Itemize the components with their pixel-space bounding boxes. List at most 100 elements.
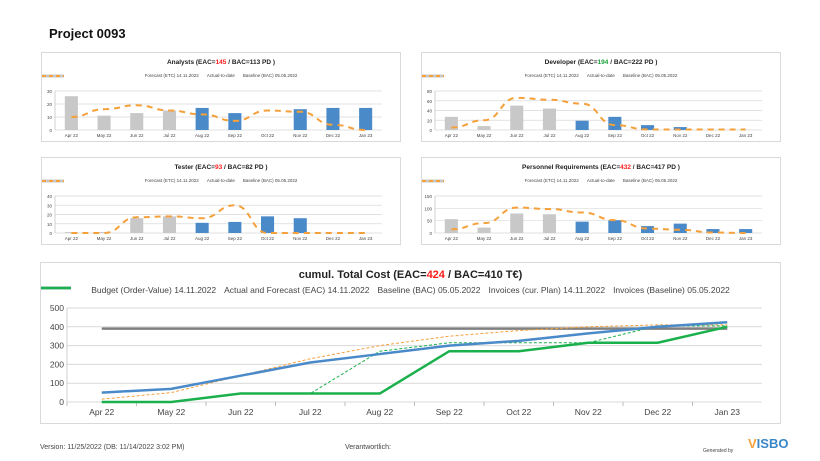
x-tick-label: Oct 22	[261, 236, 275, 241]
forecast-bar	[261, 216, 275, 233]
forecast-bar	[706, 229, 720, 233]
visbo-logo: VISBO	[748, 436, 789, 451]
forecast-bar	[575, 120, 589, 130]
forecast-bar	[293, 218, 307, 233]
x-tick-label: Jul 22	[543, 133, 556, 138]
title-prefix: Developer (EAC=	[544, 59, 598, 66]
actual-bar	[97, 115, 111, 130]
tester-chart: Tester (EAC=93 / BAC=82 PD ) Forecast (ET…	[41, 157, 401, 245]
x-tick-label: Apr 22	[65, 133, 79, 138]
responsible-label: Verantwortlich:	[345, 444, 391, 451]
y-tick-label: 20	[47, 213, 53, 218]
actual-bar	[130, 113, 144, 130]
y-tick-label: 60	[427, 99, 433, 104]
x-tick-label: Nov 22	[673, 236, 688, 241]
y-tick-label: 0	[429, 231, 432, 236]
y-tick-label: 10	[47, 115, 53, 120]
x-tick-label: Jun 22	[510, 133, 524, 138]
chart-title: Personnel Requirements (EAC=432 / BAC=41…	[422, 164, 780, 171]
forecast-bar	[739, 229, 753, 233]
x-tick-label: Oct 22	[641, 236, 655, 241]
actual-bar	[162, 110, 176, 130]
y-tick-label: 150	[424, 194, 432, 199]
y-tick-label: 40	[427, 109, 433, 114]
y-tick-label: 80	[427, 89, 433, 94]
y-tick-label: 400	[50, 322, 64, 332]
x-tick-label: Nov 22	[673, 133, 688, 138]
actual-bar	[444, 219, 458, 233]
page-title: Project 0093	[49, 26, 126, 41]
x-tick-label: Dec 22	[326, 133, 341, 138]
forecast-bar	[293, 109, 307, 130]
x-tick-label: Dec 22	[706, 236, 721, 241]
y-tick-label: 0	[49, 231, 52, 236]
baseline-line	[451, 206, 746, 234]
actual-bar	[542, 108, 556, 130]
baseline-line	[451, 96, 746, 131]
title-prefix: Personnel Requirements (EAC=	[522, 164, 621, 171]
y-tick-label: 20	[47, 102, 53, 107]
x-tick-label: Dec 22	[326, 236, 341, 241]
legend-label: Forecast (ETC) 14.11.2022	[144, 178, 199, 183]
y-tick-label: 10	[47, 222, 53, 227]
baseline-line	[101, 324, 728, 400]
legend-label: Actual-to-date	[586, 73, 615, 78]
actual-bar	[510, 213, 524, 233]
x-tick-label: Jan 23	[739, 133, 753, 138]
forecast-bar	[195, 107, 209, 130]
x-tick-label: Aug 22	[366, 407, 393, 417]
actual-bar	[477, 126, 491, 130]
x-tick-label: Jun 22	[130, 236, 144, 241]
legend-label: Baseline (BAC) 05.05.2022	[622, 178, 678, 183]
forecast-bar	[575, 221, 589, 233]
legend-label: Actual and Forecast (EAC) 14.11.2022	[224, 285, 370, 295]
chart-title: cumul. Total Cost (EAC=424 / BAC=410 T€)	[41, 269, 780, 281]
forecast-bar	[228, 221, 242, 233]
eac-value: 194	[597, 59, 609, 66]
forecast-bar	[673, 223, 687, 233]
x-tick-label: Jun 22	[510, 236, 524, 241]
plot-area: 0 50 100 150 Apr 22 May 22 Jun 22 Jul 22 Aug 22 S…	[424, 194, 762, 241]
y-tick-label: 0	[59, 397, 64, 407]
x-tick-label: Jun 22	[130, 133, 144, 138]
x-tick-label: Oct 22	[506, 407, 531, 417]
x-tick-label: Jul 22	[299, 407, 322, 417]
title-suffix: / BAC=222 PD )	[608, 59, 658, 66]
y-tick-label: 200	[50, 359, 64, 369]
y-tick-label: 30	[47, 203, 53, 208]
analysts-chart: Analysts (EAC=145 / BAC=113 PD ) Forecast…	[41, 52, 401, 142]
developer-chart: Developer (EAC=194 / BAC=222 PD ) Forecas…	[421, 52, 781, 142]
actual-bar	[130, 218, 144, 233]
y-tick-label: 100	[50, 378, 64, 388]
legend-label: Invoices (cur. Plan) 14.11.2022	[488, 285, 606, 295]
legend-label: Forecast (ETC) 14.11.2022	[524, 73, 579, 78]
legend-swatch	[422, 75, 444, 77]
legend-item: Baseline (BAC) 05.05.2022	[422, 73, 677, 78]
legend-label: Budget (Order-Value) 14.11.2022	[91, 285, 217, 295]
generated-by-text: Generated by	[703, 448, 734, 454]
legend-item: Baseline (BAC) 05.05.2022	[42, 73, 297, 78]
x-tick-label: Aug 22	[195, 236, 210, 241]
y-tick-label: 300	[50, 341, 64, 351]
baseline-line	[71, 204, 366, 234]
actual-bar	[542, 214, 556, 233]
title-prefix: Tester (EAC=	[174, 164, 215, 171]
x-tick-label: Aug 22	[195, 133, 210, 138]
x-tick-label: Apr 22	[445, 236, 459, 241]
legend-label: Baseline (BAC) 05.05.2022	[242, 178, 298, 183]
x-tick-label: Jan 23	[359, 236, 373, 241]
x-tick-label: Sep 22	[228, 133, 243, 138]
title-suffix: / BAC=113 PD )	[226, 59, 276, 66]
forecast-bar	[608, 116, 622, 130]
x-tick-label: Apr 22	[65, 236, 79, 241]
x-tick-label: Jan 23	[359, 133, 373, 138]
legend-swatch	[422, 180, 444, 182]
y-tick-label: 500	[50, 303, 64, 313]
forecast-bar	[608, 220, 622, 233]
legend-swatch	[42, 75, 64, 77]
x-tick-label: Nov 22	[293, 236, 308, 241]
invoices-plan-line	[101, 325, 728, 404]
x-tick-label: Dec 22	[644, 407, 671, 417]
legend-label: Forecast (ETC) 14.11.2022	[144, 73, 199, 78]
legend-item: Baseline (BAC) 05.05.2022	[422, 178, 678, 183]
